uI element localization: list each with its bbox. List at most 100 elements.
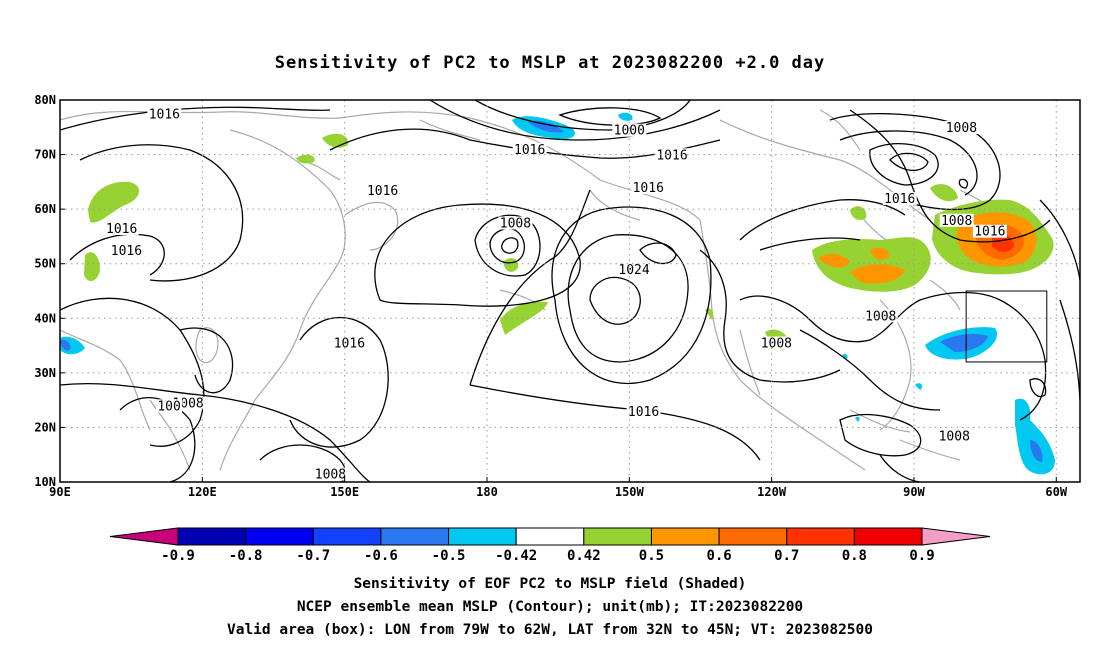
shade-positive bbox=[850, 206, 867, 220]
colorbar-tick-label: 0.7 bbox=[774, 548, 799, 564]
mslp-contours bbox=[60, 100, 1080, 482]
contour-label-bg bbox=[498, 216, 533, 230]
y-tick-label: 10N bbox=[34, 475, 56, 489]
shade-positive bbox=[992, 233, 1014, 252]
contour-label: 1016 bbox=[633, 181, 664, 196]
contour-label-bg bbox=[104, 221, 139, 235]
shade-negative bbox=[1015, 398, 1055, 475]
contour-label-bg bbox=[939, 213, 974, 227]
colorbar-tick-label: -0.6 bbox=[364, 548, 398, 564]
x-tick-label: 150W bbox=[615, 485, 645, 499]
colorbar-swatch bbox=[583, 527, 652, 546]
y-tick-label: 70N bbox=[34, 148, 56, 162]
colorbar-tick-label: 0.6 bbox=[706, 548, 731, 564]
colorbar-swatch bbox=[786, 527, 855, 546]
shade-negative bbox=[1030, 440, 1043, 462]
colorbar-min-triangle bbox=[109, 527, 179, 546]
contour-label-bg bbox=[626, 404, 661, 418]
contour-label-bg bbox=[612, 123, 647, 137]
contour-label-bg bbox=[147, 107, 182, 121]
contour-labels: 1016 1016 1016 1016 1016 1016 1016 1016 1016 1016… bbox=[104, 107, 1007, 483]
caption-line-3: Valid area (box): LON from 79W to 62W, L… bbox=[227, 622, 873, 638]
y-tick-label: 50N bbox=[34, 257, 56, 271]
colorbar-tick-label: -0.7 bbox=[296, 548, 330, 564]
contour-label: 1016 bbox=[514, 143, 545, 158]
sensitivity-shading bbox=[60, 112, 1055, 475]
map-panel: 1016 1016 1016 1016 1016 1016 1016 1016 1016 1016… bbox=[34, 93, 1081, 499]
contour-label: 1008 bbox=[939, 429, 970, 444]
contour-label: 1016 bbox=[334, 337, 365, 352]
shade-positive bbox=[88, 181, 140, 223]
colorbar-tick-label: 0.8 bbox=[842, 548, 867, 564]
x-axis-ticks: 90E 120E 150E 180 150W 120W 90W 60W bbox=[49, 477, 1068, 499]
colorbar-tick-label: -0.5 bbox=[432, 548, 466, 564]
contour-label: 1016 bbox=[628, 405, 659, 420]
contour-label: 1016 bbox=[656, 148, 687, 163]
shade-negative bbox=[618, 112, 633, 121]
contour-label-bg bbox=[944, 121, 979, 135]
valid-area-box bbox=[965, 290, 1048, 363]
contour-label-bg bbox=[365, 183, 400, 197]
y-tick-label: 20N bbox=[34, 420, 56, 434]
y-tick-label: 80N bbox=[34, 93, 56, 107]
colorbar-tick-label: 0.42 bbox=[567, 548, 601, 564]
contour-label-bg bbox=[759, 336, 794, 350]
contour-label-bg bbox=[156, 399, 183, 413]
contour-label: 1008 bbox=[315, 468, 346, 483]
shade-negative bbox=[915, 383, 923, 390]
contour-label: 1008 bbox=[941, 214, 972, 229]
x-tick-label: 60W bbox=[1045, 485, 1067, 499]
figure-title: Sensitivity of PC2 to MSLP at 2023082200… bbox=[275, 53, 826, 73]
x-tick-label: 90E bbox=[49, 485, 71, 499]
shade-negative bbox=[842, 353, 848, 360]
contour-label-bg bbox=[937, 429, 972, 443]
contour-label: 1024 bbox=[618, 263, 649, 278]
caption-line-1: Sensitivity of EOF PC2 to MSLP field (Sh… bbox=[354, 576, 747, 592]
colorbar-swatch bbox=[177, 527, 247, 546]
y-tick-label: 40N bbox=[34, 311, 56, 325]
shade-positive bbox=[322, 133, 349, 148]
colorbar-tick-label: 0.9 bbox=[909, 548, 934, 564]
x-tick-label: 120W bbox=[757, 485, 787, 499]
caption-line-2: NCEP ensemble mean MSLP (Contour); unit(… bbox=[297, 599, 803, 615]
y-tick-label: 30N bbox=[34, 366, 56, 380]
contour-label: 1016 bbox=[974, 225, 1005, 240]
contour-label: 1008 bbox=[761, 337, 792, 352]
contour-label: 1016 bbox=[111, 244, 142, 259]
colorbar-swatch bbox=[448, 527, 517, 546]
contour-label: 1000 bbox=[614, 124, 645, 139]
shade-positive bbox=[930, 184, 958, 202]
shade-positive bbox=[296, 154, 315, 164]
contour-label: 1016 bbox=[367, 184, 398, 199]
colorbar-swatch bbox=[853, 527, 923, 546]
colorbar-swatch bbox=[312, 527, 382, 546]
colorbar-tick-label: -0.8 bbox=[229, 548, 263, 564]
colorbar-tick-label: -0.42 bbox=[495, 548, 537, 564]
contour-label: 100 bbox=[157, 399, 180, 414]
contour-label-bg bbox=[332, 336, 367, 350]
contour-label: 1016 bbox=[149, 107, 180, 122]
lat-lon-grid bbox=[60, 100, 1080, 482]
contour-label-bg bbox=[882, 191, 917, 205]
contour-label-bg bbox=[313, 467, 348, 481]
contour-label-bg bbox=[512, 142, 547, 156]
contour-label: 1016 bbox=[884, 192, 915, 207]
colorbar-swatch bbox=[245, 527, 314, 546]
contour-label: 1008 bbox=[865, 309, 896, 324]
contour-label-bg bbox=[109, 243, 144, 257]
shade-negative bbox=[855, 416, 860, 422]
colorbar-tick-label: -0.9 bbox=[161, 548, 195, 564]
x-tick-label: 120E bbox=[188, 485, 217, 499]
contour-label: 1008 bbox=[500, 217, 531, 232]
contour-label-bg bbox=[972, 224, 1007, 238]
shade-negative bbox=[528, 120, 564, 133]
x-tick-label: 180 bbox=[476, 485, 498, 499]
shade-positive bbox=[503, 258, 519, 272]
shade-positive bbox=[84, 252, 100, 282]
shade-positive bbox=[812, 237, 931, 292]
map-frame bbox=[59, 99, 1081, 483]
contour-label-bg bbox=[617, 262, 652, 276]
shade-positive bbox=[870, 247, 889, 260]
colorbar-swatch bbox=[515, 527, 585, 546]
